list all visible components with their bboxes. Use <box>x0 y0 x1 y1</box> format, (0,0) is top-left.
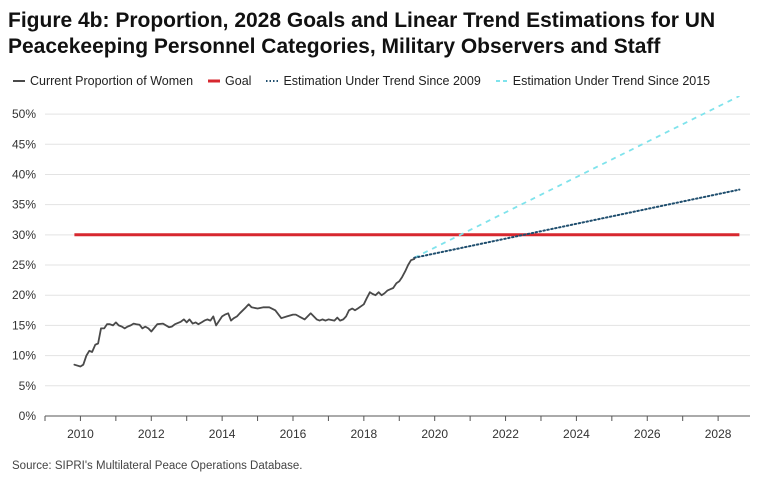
y-tick-label-40: 40% <box>12 167 36 181</box>
series-line-trend-2015 <box>413 96 740 259</box>
x-tick-label-2010: 2010 <box>67 427 94 441</box>
legend-swatch-dashed-cyan <box>495 75 509 87</box>
y-tick-label-5: 5% <box>19 379 37 393</box>
y-tick-label-25: 25% <box>12 258 36 272</box>
chart-title-line1: Figure 4b: Proportion, 2028 Goals and Li… <box>8 9 716 32</box>
legend-item-trend-2009: Estimation Under Trend Since 2009 <box>265 74 481 88</box>
x-tick-label-2020: 2020 <box>421 427 448 441</box>
y-tick-label-10: 10% <box>12 349 36 363</box>
x-tick-label-2012: 2012 <box>138 427 165 441</box>
legend-swatch-dotted-navy <box>265 75 279 87</box>
line-chart: 0% 5% 10% 15% 20% 25% 30% 35% 40% 45% 50% 2010 2012 2… <box>12 96 750 441</box>
y-tick-label-0: 0% <box>19 409 37 423</box>
x-tick-label-2026: 2026 <box>634 427 661 441</box>
y-tick-label-45: 45% <box>12 137 36 151</box>
x-tick-label-2016: 2016 <box>280 427 307 441</box>
x-tick-label-2018: 2018 <box>350 427 377 441</box>
y-tick-label-15: 15% <box>12 318 36 332</box>
x-tick-label-2024: 2024 <box>563 427 590 441</box>
y-tick-label-30: 30% <box>12 228 36 242</box>
x-tick-label-2014: 2014 <box>209 427 236 441</box>
series-line-current-proportion <box>73 258 416 368</box>
legend-item-goal: Goal <box>207 74 251 88</box>
y-tick-label-50: 50% <box>12 107 36 121</box>
series-line-trend-2009 <box>413 188 741 259</box>
x-tick-label-2028: 2028 <box>705 427 732 441</box>
chart-title-line2: Peacekeeping Personnel Categories, Milit… <box>8 35 661 58</box>
y-tick-label-35: 35% <box>12 198 36 212</box>
chart-title: Figure 4b: Proportion, 2028 Goals and Li… <box>8 8 760 60</box>
legend-item-current-proportion: Current Proportion of Women <box>12 74 193 88</box>
legend-label-trend-2009: Estimation Under Trend Since 2009 <box>283 74 481 88</box>
source-note: Source: SIPRI's Multilateral Peace Opera… <box>12 460 303 472</box>
legend-item-trend-2015: Estimation Under Trend Since 2015 <box>495 74 710 88</box>
chart-legend: Current Proportion of Women Goal Estimat… <box>12 72 724 90</box>
y-tick-label-20: 20% <box>12 288 36 302</box>
legend-label-current-proportion: Current Proportion of Women <box>30 74 194 88</box>
legend-swatch-solid-red <box>207 75 221 87</box>
legend-label-goal: Goal <box>225 74 252 88</box>
legend-label-trend-2015: Estimation Under Trend Since 2015 <box>512 74 711 88</box>
x-tick-label-2022: 2022 <box>492 427 519 441</box>
legend-swatch-solid-gray <box>12 75 26 87</box>
